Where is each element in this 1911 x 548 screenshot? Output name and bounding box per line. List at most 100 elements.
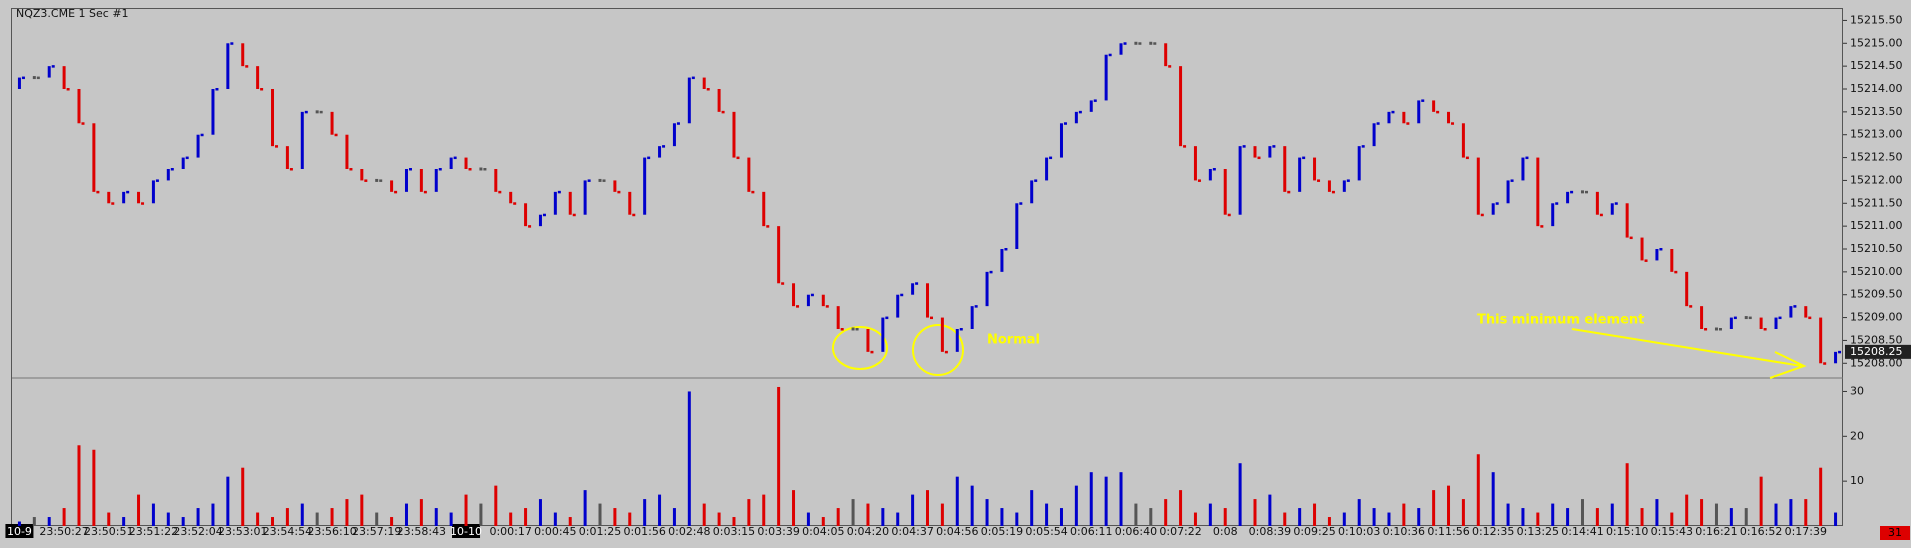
last-volume-box [1880,526,1910,540]
volume-bar [360,494,364,526]
volume-bar [1164,499,1168,526]
price-bar [851,327,855,331]
close-tick [1391,110,1395,114]
price-bar [330,111,334,135]
price-bar [1208,169,1212,181]
price-bar [881,317,885,352]
volume-bar [1268,494,1272,526]
x-tick-label: 0:04:56 [936,525,978,538]
volume-bar [1179,490,1183,526]
price-bar [1268,146,1272,158]
volume-bar [1208,503,1212,526]
volume-bar [1119,472,1123,526]
price-bar [1432,100,1436,112]
close-tick [1704,328,1708,331]
volume-bar [1819,467,1823,526]
volume-bar [1015,512,1019,526]
close-tick [200,133,204,137]
price-bar [226,43,230,89]
y-tick-label: 15211.50 [1850,196,1903,209]
close-tick [840,328,844,331]
price-bar [1700,306,1704,329]
price-bar [1506,180,1510,204]
close-tick [1019,202,1023,205]
close-tick [781,282,785,285]
close-tick [944,350,948,354]
price-bar [792,283,796,307]
price-bar [1625,203,1629,238]
volume-bar [1521,508,1525,526]
close-tick [126,190,130,194]
volume-bar [613,508,617,526]
x-tick-label: 0:08:39 [1249,525,1291,538]
price-bar [345,134,349,169]
price-bar [1298,157,1302,192]
x-tick-label: 0:05:54 [1025,525,1067,538]
y-tick-label: 15209.00 [1850,311,1903,324]
price-bar [1834,351,1838,364]
x-tick-label: 23:51:22 [129,525,178,538]
close-tick [632,213,636,217]
price-bar [1566,191,1570,204]
volume-bar [1313,503,1317,526]
volume-bar [1685,494,1689,526]
y-tick-label: 10 [1850,474,1864,487]
y-tick-label: 15212.00 [1850,173,1903,186]
volume-bar [449,512,453,526]
volume-bar [1700,499,1704,526]
x-tick-label: 0:16:52 [1740,525,1782,538]
price-bar [1804,306,1808,318]
plot-frame [11,8,1843,526]
price-bar [1000,249,1004,272]
x-tick-label: 0:17:39 [1785,525,1827,538]
price-bar [1685,271,1689,307]
close-tick [1287,190,1291,194]
price-bar [1238,146,1242,215]
volume-bar [1104,476,1108,526]
volume-bar [226,476,230,526]
price-bar [1015,203,1019,249]
close-tick [1212,168,1216,171]
volume-bar [181,517,185,526]
volume-bar [211,503,215,526]
volume-bar [256,512,260,526]
close-tick [468,168,472,171]
close-tick [1421,99,1425,102]
x-tick-label: 23:56:10 [307,525,356,538]
price-bar [32,76,36,80]
y-tick-label: 15214.50 [1850,59,1903,72]
price-bar [1134,41,1138,45]
volume-bar [271,517,275,526]
x-tick-label: 0:01:25 [579,525,621,538]
close-tick [1614,202,1618,205]
close-tick [721,110,725,114]
close-tick [1331,190,1335,194]
close-tick [1555,202,1559,205]
close-tick [766,225,770,228]
close-tick [438,168,442,171]
volume-bar [47,517,51,526]
volume-bar [107,512,111,526]
close-tick [1644,259,1648,262]
close-tick [423,190,427,194]
price-bar [256,66,260,89]
price-bar [821,294,825,307]
y-tick-label: 30 [1850,384,1864,397]
volume-bar [896,512,900,526]
price-bar [732,111,736,158]
price-bar [1610,203,1614,215]
price-bar [17,77,21,89]
close-tick [602,179,606,182]
volume-bar [955,476,959,526]
price-bar [1580,190,1584,194]
close-tick [1302,156,1306,160]
price-bar [434,169,438,192]
close-tick [1108,53,1112,57]
close-tick [1495,202,1499,205]
close-tick [304,110,308,114]
y-tick-label: 15208.50 [1850,333,1903,346]
price-bar [1789,306,1793,318]
close-tick [185,156,189,160]
close-tick [1480,213,1484,217]
volume-bar [62,508,66,526]
